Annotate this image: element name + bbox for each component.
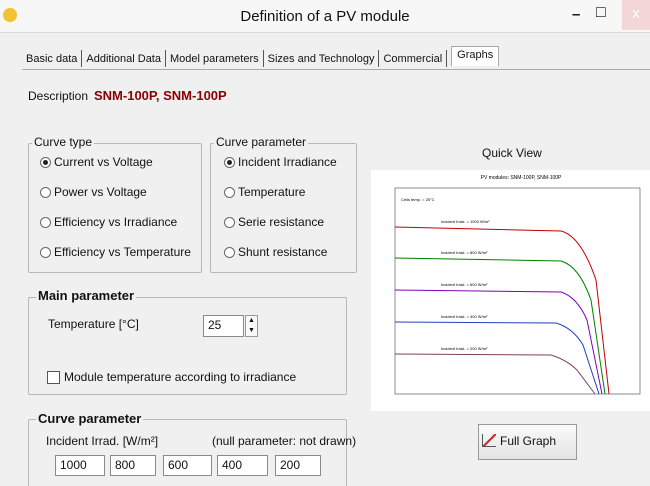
radio-label: Efficiency vs Temperature (54, 245, 191, 259)
tab-panel-border (22, 69, 650, 70)
radio-label: Power vs Voltage (54, 185, 147, 199)
group-title: Curve parameter (214, 135, 308, 149)
full-graph-label: Full Graph (500, 434, 556, 448)
radio[interactable] (40, 187, 51, 198)
radio[interactable] (40, 217, 51, 228)
irradiance-input[interactable]: 1000 (55, 455, 105, 476)
temperature-input[interactable]: 25 (203, 315, 244, 337)
radio-dot (43, 160, 48, 165)
temperature-label: Temperature [°C] (48, 317, 139, 331)
curve-label: Incident Irrad. = 400 W/m² (441, 314, 488, 319)
radio[interactable] (224, 217, 235, 228)
radio-label: Incident Irradiance (238, 155, 337, 169)
quick-view-title: Quick View (482, 146, 542, 160)
radio-label: Temperature (238, 185, 305, 199)
graph-icon (482, 434, 496, 447)
tab[interactable]: Model parameters (166, 50, 264, 67)
radio[interactable] (224, 187, 235, 198)
radio-label: Current vs Voltage (54, 155, 153, 169)
irradiance-input[interactable]: 800 (110, 455, 156, 476)
irradiance-input[interactable]: 400 (217, 455, 268, 476)
chart-title: PV modules: SNM-100P, SNM-100P (481, 175, 562, 181)
quick-view-chart: PV modules: SNM-100P, SNM-100P Cells tem… (371, 170, 650, 411)
irradiance-input[interactable]: 200 (275, 455, 321, 476)
cell-temp: Cells temp. = 25°C (401, 197, 435, 202)
irradiance-input[interactable]: 600 (163, 455, 212, 476)
window: Definition of a PV module – □ x Basic da… (0, 0, 650, 486)
radio-dot (227, 160, 232, 165)
curve-label: Incident Irrad. = 200 W/m² (441, 346, 488, 351)
irradiance-label: Incident Irrad. [W/m²] (46, 434, 158, 448)
description-value: SNM-100P, SNM-100P (94, 88, 227, 103)
null-note: (null parameter: not drawn) (212, 434, 356, 448)
checkbox[interactable] (47, 371, 60, 384)
radio-label: Shunt resistance (238, 245, 327, 259)
tab[interactable]: Graphs (451, 46, 499, 66)
radio-label: Serie resistance (238, 215, 324, 229)
radio-label: Efficiency vs Irradiance (54, 215, 177, 229)
radio[interactable] (40, 157, 51, 168)
curve-label: Incident Irrad. = 800 W/m² (441, 250, 488, 255)
group-title: Main parameter (36, 288, 136, 303)
curve-label: Incident Irrad. = 600 W/m² (441, 282, 488, 287)
checkbox-label: Module temperature according to irradian… (64, 370, 296, 384)
radio[interactable] (224, 247, 235, 258)
window-title: Definition of a PV module (0, 8, 650, 25)
group-title: Curve parameter (36, 411, 143, 426)
tab[interactable]: Basic data (22, 50, 82, 67)
radio[interactable] (224, 157, 235, 168)
spinner[interactable]: ▲▼ (245, 315, 258, 337)
tab[interactable]: Commercial (379, 50, 447, 67)
description-label: Description (28, 89, 88, 103)
maximize-button[interactable]: □ (596, 4, 606, 22)
group-title: Curve type (32, 135, 94, 149)
tab[interactable]: Sizes and Technology (264, 50, 380, 67)
minimize-button[interactable]: – (572, 6, 580, 23)
radio[interactable] (40, 247, 51, 258)
tab[interactable]: Additional Data (82, 50, 166, 67)
curve-label: Incident Irrad. = 1000 W/m² (441, 219, 490, 224)
close-button[interactable]: x (622, 0, 650, 30)
